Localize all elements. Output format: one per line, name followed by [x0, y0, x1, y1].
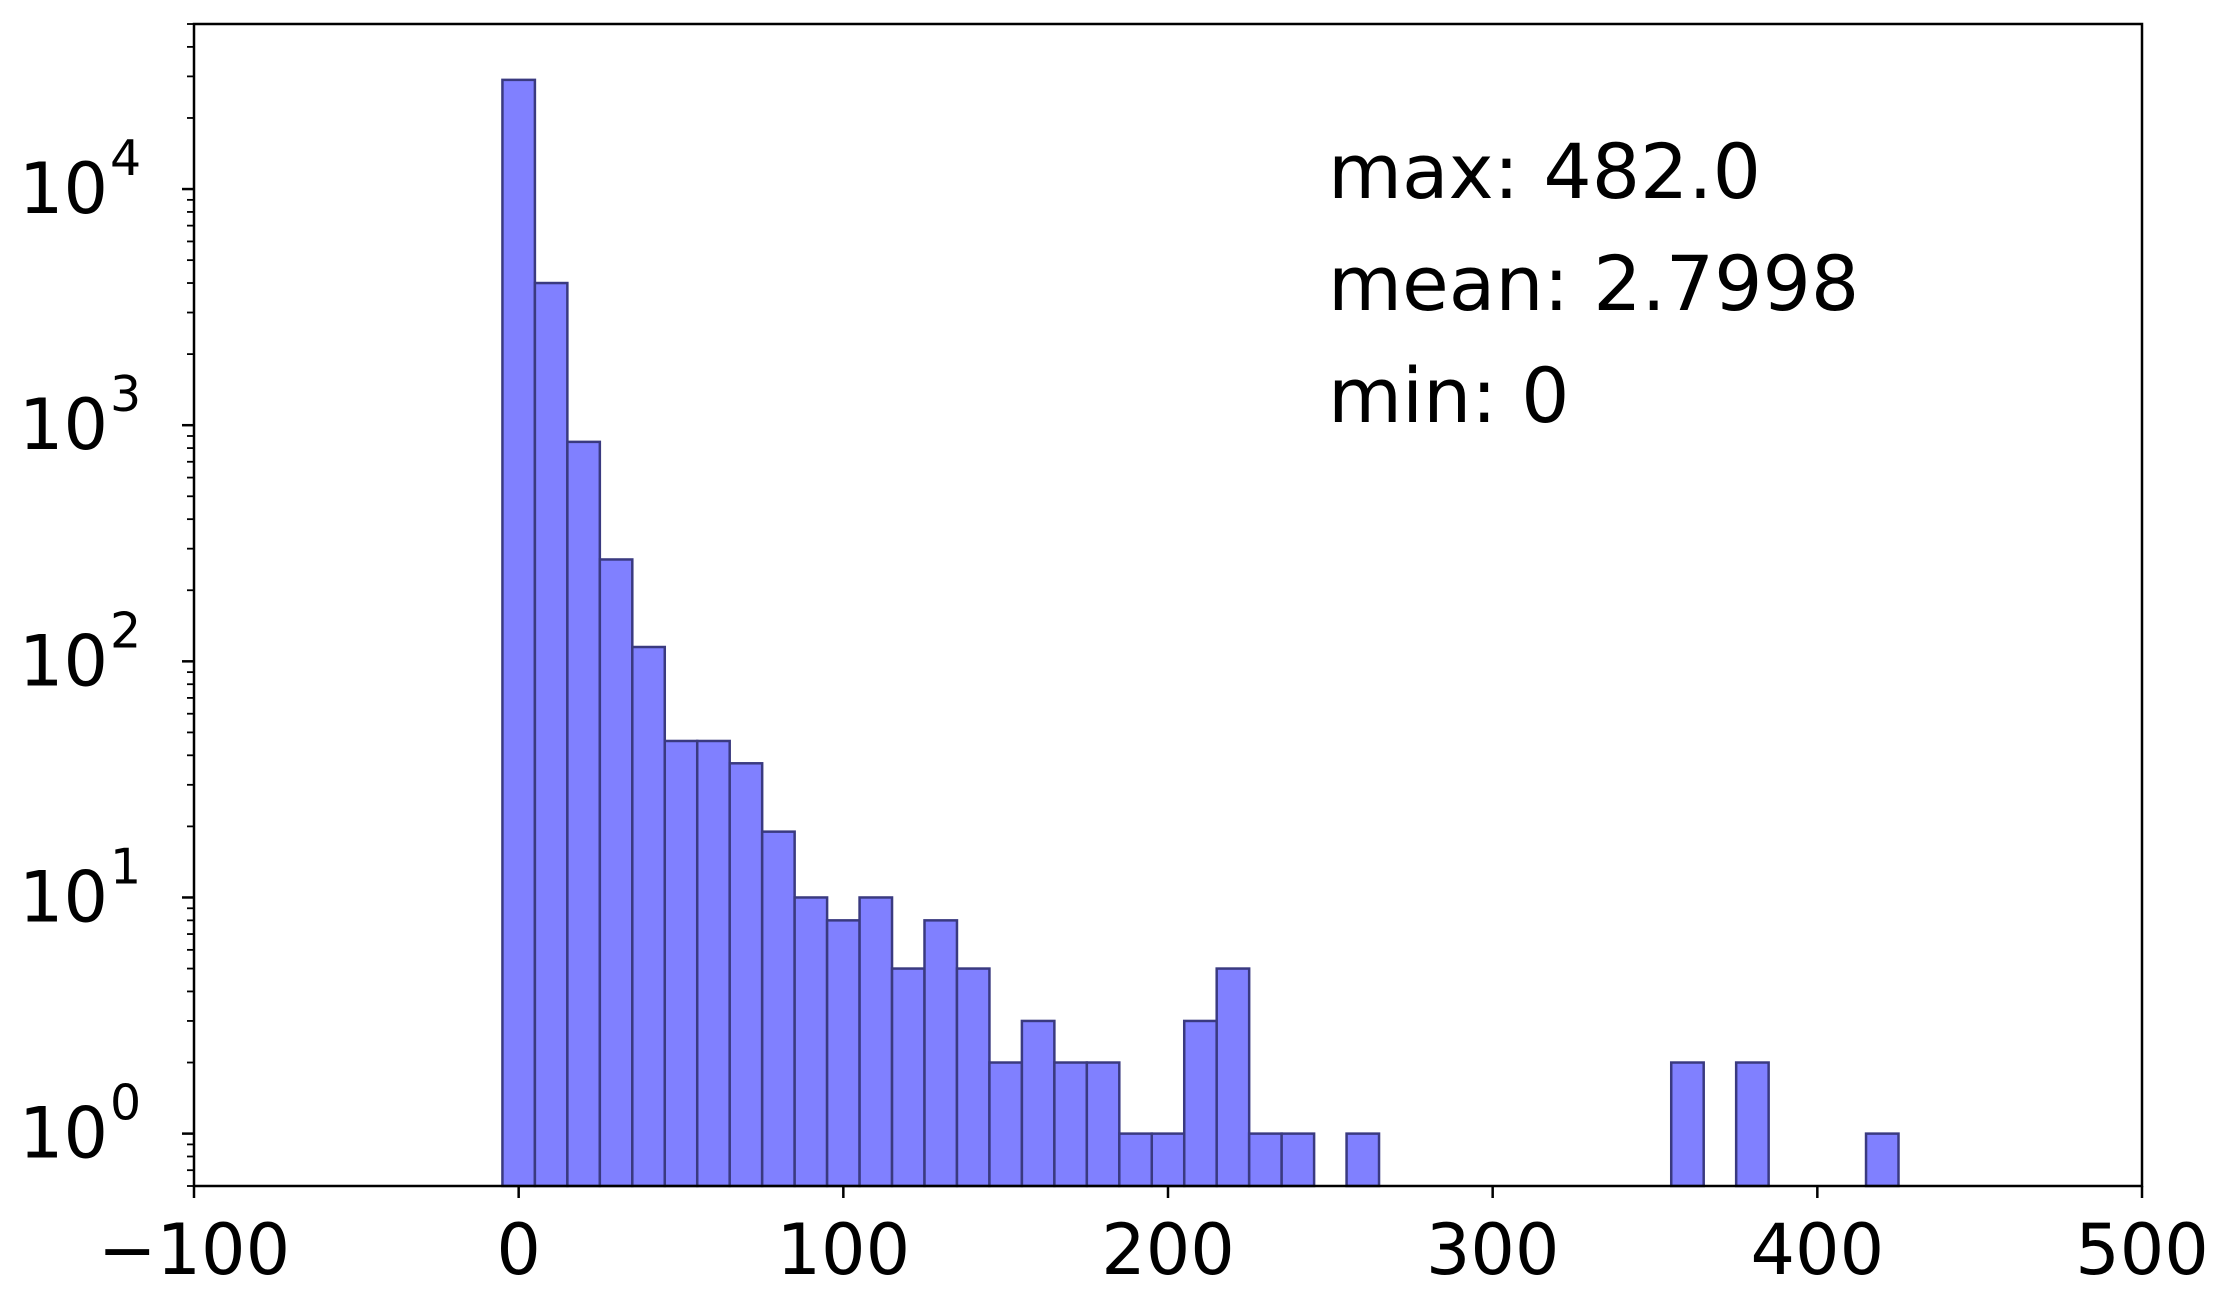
histogram-bar — [1345, 1132, 1381, 1188]
x-axis: −100 0 100 200 300 400 500 — [98, 1186, 2209, 1291]
y-tick-exponent: 0 — [110, 1075, 141, 1132]
histogram-bar — [890, 967, 926, 1188]
x-tick-label: 300 — [1426, 1209, 1560, 1291]
histogram-bar — [1669, 1061, 1705, 1188]
plot-frame — [192, 22, 2144, 1188]
histogram-bar — [1053, 1061, 1089, 1188]
histogram-bar — [760, 830, 796, 1188]
histogram-bar — [728, 762, 764, 1188]
x-tick-label: −100 — [98, 1209, 290, 1291]
x-tick-label: 0 — [496, 1209, 541, 1291]
histogram-bar — [533, 281, 569, 1188]
stat-max: max: 482.0 — [1328, 127, 1761, 216]
histogram-bar — [825, 919, 861, 1188]
y-tick-exponent: 3 — [110, 366, 141, 423]
x-tick-label: 200 — [1101, 1209, 1235, 1291]
y-tick-exponent: 2 — [110, 602, 141, 659]
histogram-bar — [1864, 1132, 1900, 1188]
histogram-bar — [1020, 1019, 1056, 1188]
histogram-bar — [695, 739, 731, 1188]
histogram-bar — [566, 440, 602, 1188]
histogram-bar — [501, 78, 537, 1188]
histogram-bar — [923, 919, 959, 1188]
histogram-bar — [858, 896, 894, 1188]
y-tick-label: 10 — [19, 384, 108, 466]
histogram-bar — [988, 1061, 1024, 1188]
histogram-bar — [631, 645, 667, 1188]
x-tick-label: 500 — [2075, 1209, 2209, 1291]
y-tick-exponent: 1 — [110, 838, 141, 895]
histogram-bar — [598, 558, 634, 1188]
x-tick-label: 100 — [777, 1209, 911, 1291]
histogram-bar — [1734, 1061, 1770, 1188]
bars-group — [501, 78, 1900, 1188]
stat-min: min: 0 — [1328, 351, 1569, 440]
y-tick-label: 10 — [19, 1093, 108, 1175]
y-tick-exponent: 4 — [110, 130, 141, 187]
histogram-bar — [1280, 1132, 1316, 1188]
histogram-bar — [1150, 1132, 1186, 1188]
histogram-bar — [793, 896, 829, 1188]
histogram-bar — [955, 967, 991, 1188]
histogram-bar — [1118, 1132, 1154, 1188]
y-tick-label: 10 — [19, 620, 108, 702]
stat-mean: mean: 2.7998 — [1328, 239, 1859, 328]
histogram-bar — [1085, 1061, 1121, 1188]
y-tick-label: 10 — [19, 148, 108, 230]
histogram-bar — [663, 739, 699, 1188]
y-tick-label: 10 — [19, 856, 108, 938]
histogram-bar — [1247, 1132, 1283, 1188]
x-tick-label: 400 — [1751, 1209, 1885, 1291]
histogram-bar — [1215, 967, 1251, 1188]
histogram-bar — [1182, 1019, 1218, 1188]
